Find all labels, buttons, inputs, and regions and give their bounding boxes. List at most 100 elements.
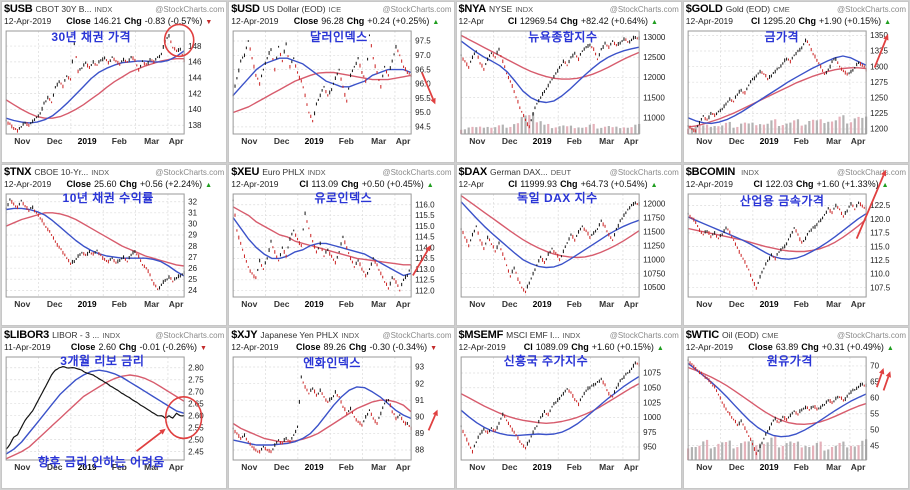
svg-text:112.0: 112.0 [415,286,435,295]
chart-header: $DAX German DAX... DEUT @StockCharts.com [459,166,679,179]
price-chart-svg: 11000 11500 12000 12500 13000 Nov Dec 2019 Feb Ma… [459,30,666,146]
chart-date: 12-Apr-2019 [4,179,52,189]
svg-text:Mar: Mar [144,136,160,146]
chart-exchange: INDX [515,5,534,14]
change-label: Chg [349,342,367,352]
change-value: +1.60 (+0.15%) [591,342,654,352]
svg-text:2019: 2019 [532,299,551,309]
stockcharts-credit: @StockCharts.com [155,331,225,340]
chart-symbol: $NYA [458,3,487,15]
stockcharts-credit: @StockCharts.com [155,168,225,177]
quote-group: Close 2.60 Chg -0.01 (-0.26%) ▼ [54,342,225,352]
svg-text:Dec: Dec [729,136,745,146]
change-label: Chg [571,342,589,352]
chart-symbol: $USB [4,3,33,15]
svg-text:2.75: 2.75 [188,375,204,384]
svg-text:97.0: 97.0 [415,51,431,60]
svg-text:148: 148 [188,42,202,51]
change-label: Chg [560,16,578,26]
svg-text:138: 138 [188,121,202,130]
svg-text:60: 60 [870,394,879,403]
chart-header: $WTIC Oil (EOD) CME @StockCharts.com [686,329,906,342]
stockcharts-credit: @StockCharts.com [609,5,679,14]
close-value: 25.60 [94,179,117,189]
change-label: Chg [124,16,142,26]
svg-text:92: 92 [415,379,424,388]
change-value: -0.30 (-0.34%) [369,342,428,352]
chart-panel-TNX: $TNX CBOE 10-Yr... INDX @StockCharts.com… [1,164,228,326]
svg-text:Mar: Mar [371,462,387,472]
svg-text:Feb: Feb [566,136,581,146]
svg-text:96.5: 96.5 [415,65,431,74]
svg-text:1050: 1050 [643,383,661,392]
svg-text:2.70: 2.70 [188,387,204,396]
close-label: Close [66,16,91,26]
change-value: -0.01 (-0.26%) [139,342,197,352]
change-value: +0.56 (+2.24%) [140,179,203,189]
svg-text:1200: 1200 [870,125,888,134]
svg-text:Apr: Apr [396,136,411,146]
chart-symbol: $XEU [231,166,260,178]
direction-arrow-icon: ▲ [886,345,894,352]
svg-text:114.0: 114.0 [415,243,435,252]
svg-text:114.5: 114.5 [415,233,435,242]
quote-group: Cl 1295.20 Chg +1.90 (+0.15%) ▲ [736,16,906,26]
svg-text:12000: 12000 [643,73,666,82]
svg-text:2.65: 2.65 [188,399,204,408]
chart-header: $LIBOR3 LIBOR - 3 ... INDX @StockCharts.… [4,329,224,342]
chart-date: 12-Apr-2019 [4,16,52,26]
direction-arrow-icon: ▼ [205,19,213,26]
chart-panel-LIBOR3: $LIBOR3 LIBOR - 3 ... INDX @StockCharts.… [1,327,228,489]
svg-text:1025: 1025 [643,398,661,407]
svg-text:11250: 11250 [643,241,665,250]
chart-description: US Dollar (EOD) [262,4,326,14]
chart-panel-XJY: $XJY Japanese Yen PHLX INDX @StockCharts… [228,327,455,489]
price-chart-svg: 10500 10750 11000 11250 11500 11750 12000 Nov De… [460,193,665,309]
svg-text:1000: 1000 [643,413,661,422]
close-value: 12969.54 [519,16,558,26]
svg-text:Dec: Dec [47,299,63,309]
svg-text:Apr: Apr [396,462,411,472]
stockcharts-credit: @StockCharts.com [609,331,679,340]
svg-text:120.0: 120.0 [870,215,891,224]
svg-text:95.0: 95.0 [415,108,431,117]
svg-text:113.0: 113.0 [415,265,435,274]
quote-group: Cl 12969.54 Chg +82.42 (+0.64%) ▲ [487,16,679,26]
svg-text:50: 50 [870,425,879,434]
close-value: 113.09 [311,179,339,189]
svg-text:Dec: Dec [501,299,517,309]
svg-text:Dec: Dec [501,462,517,472]
change-label: Chg [119,179,138,189]
svg-text:25: 25 [188,275,197,284]
svg-text:91: 91 [415,396,424,405]
chart-panel-XEU: $XEU Euro PHLX INDX @StockCharts.com 12-… [228,164,455,326]
close-label: Cl [750,16,760,26]
chart-header: $XEU Euro PHLX INDX @StockCharts.com [231,166,451,179]
change-label: Chg [798,16,817,26]
chart-panel-WTIC: $WTIC Oil (EOD) CME @StockCharts.com 12-… [682,327,909,489]
svg-text:65: 65 [870,378,879,387]
chart-subheader: 12-Apr-2019 Cl 1295.20 Chg +1.90 (+0.15%… [686,16,906,28]
price-chart-svg: 24 25 26 27 28 29 30 31 32 Nov Dec 2019 Feb Mar Apr [5,193,198,309]
svg-text:70: 70 [870,362,879,371]
chart-date: 12-Apr-2019 [231,179,279,189]
change-value: +0.31 (+0.49%) [821,342,884,352]
svg-text:Nov: Nov [242,136,258,146]
svg-text:29: 29 [188,231,197,240]
change-label: Chg [801,342,819,352]
svg-text:Feb: Feb [339,299,354,309]
stockcharts-credit: @StockCharts.com [382,331,452,340]
change-value: +1.90 (+0.15%) [819,16,882,26]
svg-text:107.5: 107.5 [870,283,891,292]
svg-text:Nov: Nov [469,136,485,146]
svg-text:2019: 2019 [532,136,551,146]
direction-arrow-icon: ▼ [430,345,438,352]
svg-text:Apr: Apr [169,299,184,309]
direction-arrow-icon: ▲ [656,345,664,352]
direction-arrow-icon: ▲ [650,182,658,189]
chart-date: 12-Apr-2019 [685,342,734,352]
svg-text:95.5: 95.5 [415,94,431,103]
svg-text:2.80: 2.80 [188,363,204,372]
svg-text:Apr: Apr [851,136,866,146]
close-value: 96.28 [321,16,344,26]
